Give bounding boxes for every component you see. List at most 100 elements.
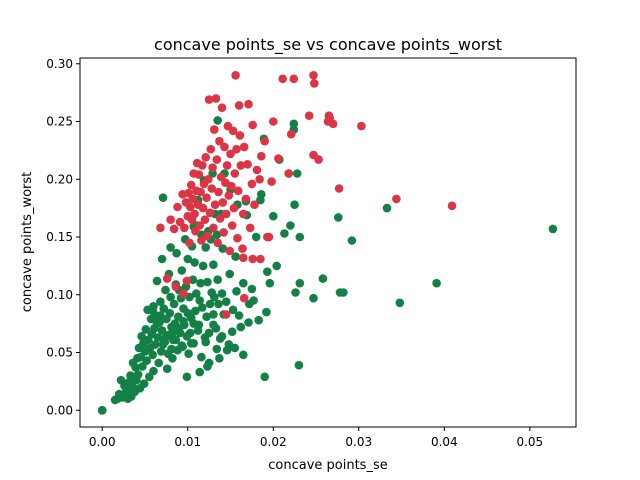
scatter-point <box>201 337 210 347</box>
scatter-point <box>220 142 229 152</box>
scatter-point <box>166 292 175 302</box>
scatter-point <box>162 364 172 374</box>
scatter-point <box>213 275 222 285</box>
scatter-point <box>228 305 238 315</box>
y-tick-label: 0.10 <box>46 288 73 302</box>
y-axis-label: concave points_worst <box>20 172 35 313</box>
plot-area <box>97 71 558 415</box>
scatter-point <box>216 172 226 182</box>
scatter-point <box>252 165 262 175</box>
scatter-point <box>217 332 227 341</box>
scatter-point <box>197 352 206 362</box>
scatter-point <box>163 349 173 359</box>
scatter-point <box>145 372 154 382</box>
scatter-point <box>202 193 211 202</box>
scatter-point <box>177 266 187 275</box>
scatter-point <box>206 144 216 154</box>
scatter-point <box>239 350 248 360</box>
scatter-point <box>183 254 193 264</box>
scatter-point <box>218 244 228 253</box>
scatter-point <box>269 211 278 221</box>
scatter-point <box>239 142 249 152</box>
scatter-point <box>212 155 222 164</box>
scatter-point <box>286 129 296 139</box>
scatter-point <box>159 304 169 313</box>
scatter-point <box>213 238 222 248</box>
scatter-point <box>195 367 204 377</box>
scatter-point <box>239 293 249 303</box>
scatter-point <box>225 269 234 279</box>
scatter-point <box>152 276 162 286</box>
scatter-point <box>213 116 222 125</box>
scatter-point <box>169 224 179 234</box>
scatter-point <box>222 161 232 170</box>
scatter-point <box>192 186 201 196</box>
scatter-point <box>292 169 302 178</box>
scatter-point <box>97 406 107 415</box>
scatter-point <box>162 274 172 283</box>
scatter-point <box>255 175 264 184</box>
scatter-point <box>209 260 218 270</box>
scatter-point <box>156 347 166 356</box>
scatter-point <box>203 231 212 241</box>
scatter-point <box>209 320 218 330</box>
scatter-point <box>432 278 441 288</box>
scatter-point <box>166 243 175 252</box>
scatter-point <box>191 306 200 316</box>
scatter-point <box>181 198 191 207</box>
scatter-point <box>156 311 165 320</box>
x-tick-label: 0.02 <box>260 435 287 449</box>
scatter-point <box>157 254 167 264</box>
scatter-point <box>168 328 177 338</box>
scatter-point <box>198 303 207 312</box>
scatter-point <box>214 187 223 197</box>
scatter-point <box>195 296 204 305</box>
scatter-point <box>203 362 212 371</box>
scatter-point <box>214 299 223 309</box>
scatter-point <box>193 326 203 335</box>
scatter-point <box>291 288 300 297</box>
scatter-point <box>171 335 181 345</box>
scatter-point <box>260 136 270 146</box>
scatter-point <box>274 154 283 163</box>
scatter-point <box>248 120 257 130</box>
x-axis-label: concave points_se <box>268 458 387 473</box>
scatter-point <box>230 169 240 178</box>
scatter-point <box>141 325 151 334</box>
scatter-point <box>233 186 243 196</box>
scatter-point <box>234 101 244 110</box>
scatter-point <box>229 203 239 213</box>
scatter-point <box>211 94 221 103</box>
scatter-point <box>245 299 254 309</box>
scatter-point <box>203 277 212 287</box>
scatter-point <box>189 169 198 178</box>
scatter-point <box>239 209 248 219</box>
scatter-point <box>134 343 144 353</box>
scatter-point <box>233 233 242 243</box>
scatter-point <box>182 332 192 341</box>
scatter-point <box>250 200 259 209</box>
scatter-point <box>234 311 244 320</box>
scatter-point <box>335 288 345 297</box>
scatter-point <box>267 177 276 186</box>
scatter-point <box>235 131 245 140</box>
scatter-point <box>182 276 192 286</box>
scatter-point <box>148 306 157 316</box>
scatter-point <box>284 169 294 178</box>
scatter-point <box>309 293 318 303</box>
scatter-point <box>198 261 208 271</box>
scatter-point <box>392 194 401 204</box>
scatter-point <box>217 289 227 298</box>
scatter-point <box>295 232 305 242</box>
y-tick-label: 0.25 <box>46 115 73 129</box>
scatter-point <box>184 349 193 359</box>
scatter-point <box>210 200 220 209</box>
scatter-point <box>185 238 194 248</box>
scatter-point <box>221 310 231 319</box>
scatter-point <box>247 179 257 189</box>
scatter-point <box>152 319 162 328</box>
scatter-point <box>263 267 272 277</box>
scatter-point <box>334 213 343 222</box>
scatter-point <box>227 327 237 337</box>
scatter-point <box>236 322 246 332</box>
